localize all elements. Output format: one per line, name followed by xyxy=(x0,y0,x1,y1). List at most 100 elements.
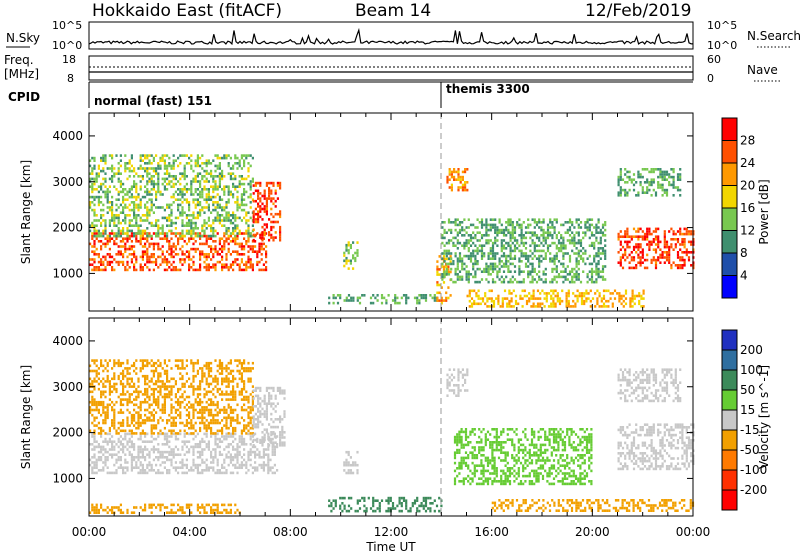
power-cell xyxy=(217,157,219,160)
power-cell xyxy=(466,239,468,242)
power-cell xyxy=(120,245,122,248)
velocity-cell xyxy=(190,424,192,427)
power-cell xyxy=(646,181,648,184)
power-cell xyxy=(538,244,540,247)
velocity-cell xyxy=(245,461,247,464)
power-cell xyxy=(109,253,111,256)
velocity-cell xyxy=(111,453,113,456)
power-cell xyxy=(472,231,474,234)
velocity-cell xyxy=(221,419,223,422)
power-cell xyxy=(629,261,631,264)
power-cell xyxy=(162,157,164,160)
power-cell xyxy=(221,224,223,227)
power-cell xyxy=(439,292,441,295)
power-cell xyxy=(356,252,358,255)
velocity-cell xyxy=(129,438,131,441)
power-cell xyxy=(250,217,252,220)
power-cell xyxy=(104,178,106,181)
power-cell xyxy=(129,237,131,240)
power-cell xyxy=(618,184,620,187)
power-cell xyxy=(449,186,451,189)
velocity-cell xyxy=(170,411,172,414)
power-cell xyxy=(146,157,148,160)
power-cell xyxy=(144,245,146,248)
power-cell xyxy=(666,194,668,197)
velocity-cell xyxy=(236,383,238,386)
power-cell xyxy=(473,300,475,303)
power-cell xyxy=(131,209,133,212)
power-cell xyxy=(576,257,578,260)
power-cell xyxy=(137,175,139,178)
velocity-cell xyxy=(142,466,144,469)
power-cell xyxy=(206,269,208,272)
power-cell xyxy=(560,242,562,245)
power-cell xyxy=(102,159,104,162)
velocity-cell xyxy=(135,372,137,375)
velocity-cell xyxy=(133,365,135,368)
power-cell xyxy=(241,193,243,196)
power-cell xyxy=(268,218,270,221)
velocity-cell xyxy=(175,383,177,386)
power-cell xyxy=(600,242,602,245)
power-cell xyxy=(170,219,172,222)
power-cell xyxy=(225,157,227,160)
power-cell xyxy=(677,176,679,179)
velocity-cell xyxy=(186,409,188,412)
power-cell xyxy=(457,231,459,234)
power-cell xyxy=(514,278,516,281)
power-cell xyxy=(255,221,257,224)
velocity-cell xyxy=(234,453,236,456)
velocity-cell xyxy=(107,414,109,417)
power-cell xyxy=(478,290,480,293)
power-cell xyxy=(100,209,102,212)
power-cell xyxy=(131,258,133,261)
power-cell xyxy=(446,250,448,253)
power-cell xyxy=(481,234,483,237)
power-cell xyxy=(177,243,179,246)
velocity-cell xyxy=(203,422,205,425)
power-cell xyxy=(275,200,277,203)
power-cell xyxy=(124,248,126,251)
power-cell xyxy=(228,269,230,272)
velocity-cell xyxy=(129,401,131,404)
velocity-cell xyxy=(166,422,168,425)
power-cell xyxy=(518,265,520,268)
power-cell xyxy=(253,221,255,224)
power-cell xyxy=(516,221,518,224)
velocity-cell xyxy=(256,453,258,456)
power-cell xyxy=(446,270,448,273)
power-cell xyxy=(446,273,448,276)
power-cell xyxy=(195,188,197,191)
power-cell xyxy=(620,264,622,267)
velocity-cell xyxy=(208,365,210,368)
velocity-cell xyxy=(118,375,120,378)
velocity-cell xyxy=(223,411,225,414)
velocity-cell xyxy=(133,448,135,451)
power-cell xyxy=(333,297,335,300)
velocity-cell xyxy=(221,453,223,456)
power-cell xyxy=(148,209,150,212)
velocity-cell xyxy=(184,430,186,433)
power-cell xyxy=(164,256,166,259)
power-cell xyxy=(565,278,567,281)
noise-left-tick-top: 10^5 xyxy=(52,19,82,32)
colorbar-segment xyxy=(722,118,737,141)
power-cell xyxy=(640,173,642,176)
power-cell xyxy=(102,191,104,194)
power-cell xyxy=(523,270,525,273)
power-cell xyxy=(170,253,172,256)
velocity-cell xyxy=(113,424,115,427)
power-cell xyxy=(512,250,514,253)
velocity-cell xyxy=(131,419,133,422)
power-cell xyxy=(562,263,564,266)
power-cell xyxy=(681,238,683,241)
power-cell xyxy=(188,188,190,191)
power-cell xyxy=(444,221,446,224)
power-cell xyxy=(107,261,109,264)
velocity-cell xyxy=(137,424,139,427)
power-cell xyxy=(643,292,645,295)
power-cell xyxy=(635,251,637,254)
power-cell xyxy=(670,243,672,246)
power-cell xyxy=(234,217,236,220)
power-cell xyxy=(120,232,122,235)
